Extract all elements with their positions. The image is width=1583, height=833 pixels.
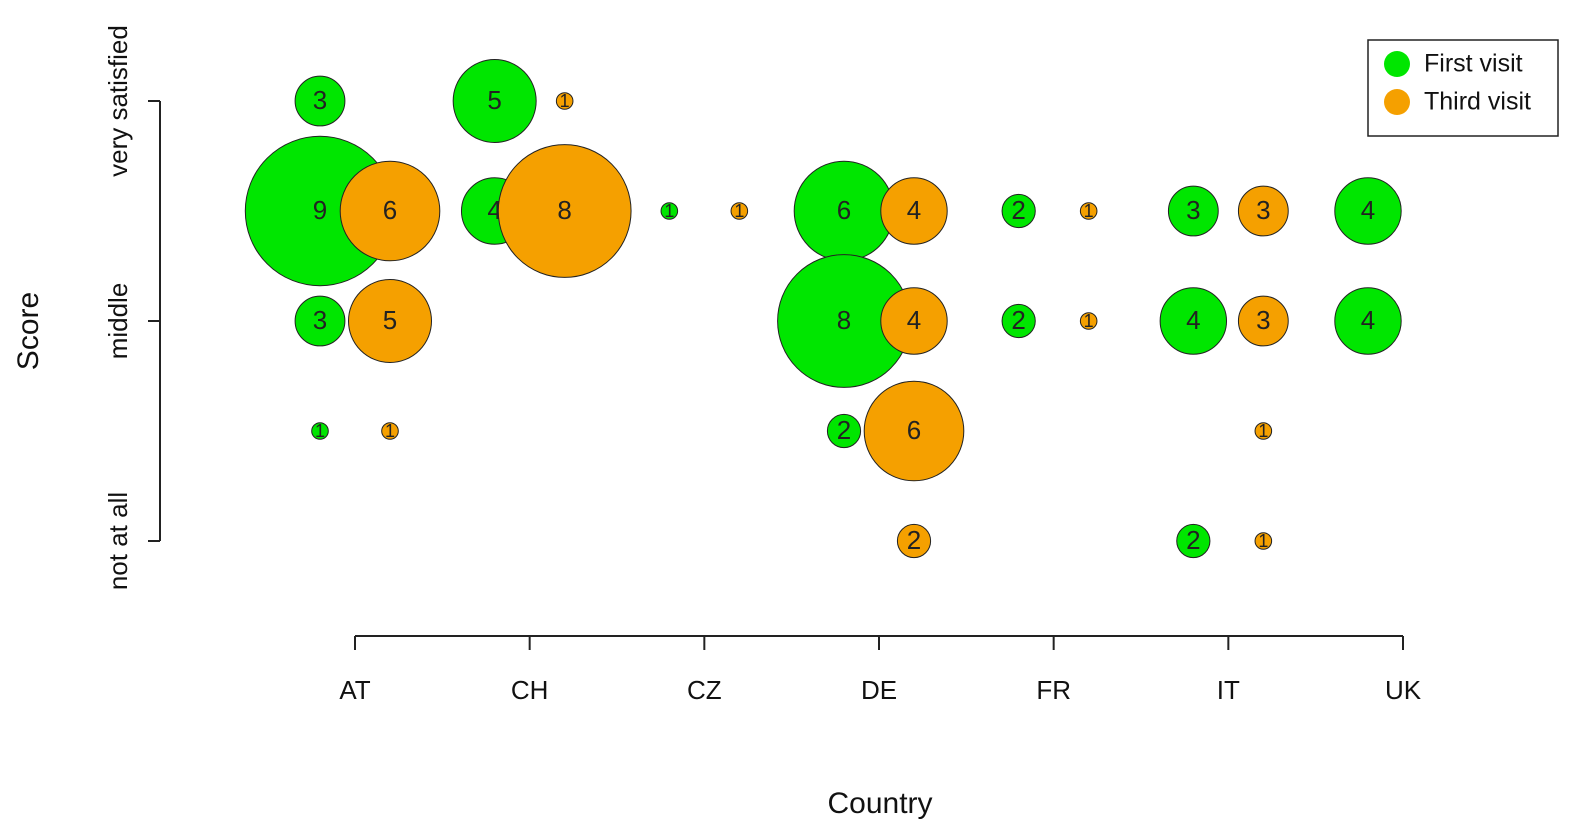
bubble-label: 2 (1186, 525, 1200, 555)
bubble (1334, 287, 1402, 355)
bubble-label: 1 (664, 201, 674, 221)
bubble-label: 6 (907, 415, 921, 445)
y-tick-label: very satisfied (103, 25, 133, 177)
bubble-label: 3 (313, 305, 327, 335)
bubble (381, 422, 399, 440)
x-tick-label: CH (511, 675, 549, 705)
x-tick-label: CZ (687, 675, 722, 705)
bubble-label: 3 (1256, 305, 1270, 335)
bubble-label: 2 (837, 415, 851, 445)
bubble-label: 5 (487, 85, 501, 115)
bubble (497, 144, 632, 278)
bubble (1176, 523, 1211, 559)
bubble-label: 8 (837, 305, 851, 335)
bubble (1334, 177, 1402, 245)
bubble-label: 2 (1011, 305, 1025, 335)
y-tick-label: not at all (103, 492, 133, 590)
bubble (1254, 532, 1273, 550)
bubble (339, 160, 441, 262)
bubble (1167, 185, 1219, 237)
y-tick-label: middle (103, 283, 133, 360)
legend-swatch (1384, 51, 1410, 77)
bubble (555, 92, 574, 110)
bubble-label: 3 (1186, 195, 1200, 225)
bubble-label: 1 (1084, 311, 1094, 331)
bubble-label: 1 (1084, 201, 1094, 221)
bubble-label: 1 (1258, 531, 1268, 551)
bubble (1159, 287, 1228, 355)
bubble-label: 4 (907, 195, 921, 225)
bubble (1001, 303, 1036, 339)
x-tick-label: UK (1385, 675, 1422, 705)
bubble-label: 1 (560, 91, 570, 111)
bubble (1254, 422, 1273, 440)
x-axis-title: Country (827, 787, 932, 820)
bubble (826, 413, 862, 449)
bubble-label: 2 (907, 525, 921, 555)
bubble-label: 1 (385, 421, 395, 441)
bubble-label: 1 (315, 421, 325, 441)
bubble-label: 1 (1258, 421, 1268, 441)
bubble (880, 177, 948, 245)
bubble-label: 8 (557, 195, 571, 225)
bubble (311, 422, 329, 440)
bubble-label: 4 (1186, 305, 1200, 335)
x-tick-label: FR (1036, 675, 1071, 705)
bubble (880, 287, 948, 355)
bubble-label: 4 (907, 305, 921, 335)
legend-label: First visit (1424, 50, 1523, 78)
bubble-label: 5 (383, 305, 397, 335)
bubble-label: 6 (837, 195, 851, 225)
legend-label: Third visit (1424, 88, 1531, 116)
bubble (452, 59, 537, 143)
x-tick-label: AT (339, 675, 370, 705)
bubble-label: 4 (1361, 305, 1375, 335)
bubble (348, 279, 432, 363)
bubble-label: 3 (1256, 195, 1270, 225)
bubble (896, 523, 932, 559)
bubble-label: 6 (383, 195, 397, 225)
bubble (294, 295, 346, 347)
bubble (1001, 193, 1036, 229)
bubble (1079, 312, 1098, 330)
bubble (730, 202, 749, 220)
bubble (1079, 202, 1098, 220)
bubble-label: 3 (313, 85, 327, 115)
y-axis-title: Score (12, 292, 45, 370)
x-tick-label: IT (1217, 675, 1240, 705)
bubble (863, 380, 965, 482)
bubble-label: 9 (313, 195, 327, 225)
bubble-label: 4 (1361, 195, 1375, 225)
bubble-label: 2 (1011, 195, 1025, 225)
x-tick-label: DE (861, 675, 897, 705)
bubble (1237, 295, 1289, 347)
bubble (660, 202, 679, 220)
bubble (294, 75, 346, 127)
legend-swatch (1384, 89, 1410, 115)
bubble (1237, 185, 1289, 237)
bubble-label: 1 (734, 201, 744, 221)
